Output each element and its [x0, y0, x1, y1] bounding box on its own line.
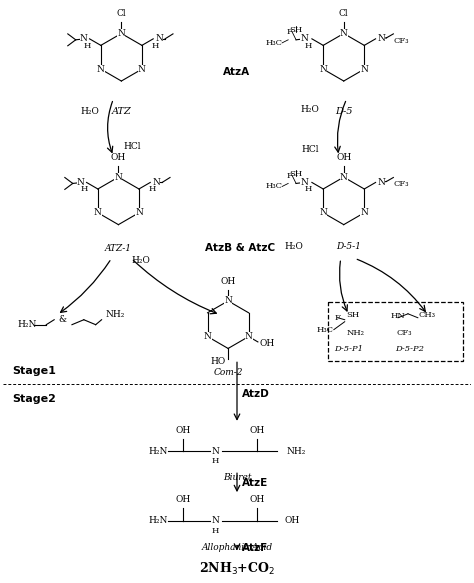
- Text: D-5-P2: D-5-P2: [395, 346, 424, 353]
- Text: F: F: [335, 314, 341, 322]
- Text: N: N: [224, 296, 232, 305]
- Text: &: &: [58, 315, 66, 324]
- Text: OH: OH: [175, 426, 190, 434]
- Text: Cl: Cl: [339, 9, 348, 17]
- Text: AtzE: AtzE: [242, 478, 268, 488]
- Text: D-5: D-5: [335, 107, 353, 116]
- Text: H₂N: H₂N: [148, 517, 168, 525]
- Text: D-5-1: D-5-1: [336, 243, 361, 251]
- Text: OH: OH: [284, 517, 300, 525]
- Text: N: N: [300, 34, 308, 43]
- Text: SH: SH: [346, 311, 360, 319]
- Text: H: H: [152, 42, 159, 50]
- Text: OH: OH: [249, 426, 264, 434]
- Text: AtzD: AtzD: [242, 389, 270, 399]
- Text: SH: SH: [290, 170, 303, 178]
- Text: N: N: [340, 173, 347, 181]
- Text: N: N: [97, 65, 105, 73]
- Text: Cl: Cl: [117, 9, 126, 17]
- Text: SH: SH: [290, 26, 303, 34]
- Text: H₂O: H₂O: [300, 106, 319, 114]
- Text: OH: OH: [175, 495, 190, 504]
- Text: N: N: [360, 65, 368, 73]
- Text: H₂N: H₂N: [148, 447, 168, 456]
- Text: CH₃: CH₃: [419, 311, 436, 319]
- Text: 2NH$_3$+CO$_2$: 2NH$_3$+CO$_2$: [199, 561, 275, 577]
- Text: H₃C: H₃C: [265, 39, 282, 47]
- Text: AtzF: AtzF: [242, 543, 268, 553]
- Text: D-5-P1: D-5-P1: [334, 346, 363, 353]
- Text: N: N: [135, 208, 143, 217]
- Text: N: N: [155, 34, 163, 43]
- Text: H: H: [81, 185, 88, 194]
- Text: N: N: [340, 29, 347, 38]
- Text: ATZ: ATZ: [111, 107, 131, 116]
- Text: H₃C: H₃C: [265, 182, 282, 191]
- Text: H₃C: H₃C: [317, 326, 334, 333]
- Text: OH: OH: [220, 277, 236, 286]
- Text: N: N: [152, 178, 160, 187]
- Text: Allophanic Acid: Allophanic Acid: [201, 543, 273, 552]
- Text: H₂O: H₂O: [285, 243, 304, 251]
- Text: HN: HN: [390, 312, 405, 319]
- Text: N: N: [378, 178, 385, 187]
- Text: Biuret: Biuret: [223, 473, 251, 482]
- Text: N: N: [319, 208, 327, 217]
- Text: NH₂: NH₂: [286, 447, 306, 456]
- Text: N: N: [80, 34, 88, 43]
- Text: OH: OH: [336, 153, 351, 162]
- Text: H: H: [211, 526, 219, 535]
- Text: CF₃: CF₃: [393, 37, 409, 45]
- Text: Stage2: Stage2: [13, 394, 56, 404]
- Text: N: N: [204, 332, 211, 341]
- Text: N: N: [211, 447, 219, 456]
- Text: N: N: [94, 208, 102, 217]
- Text: H: H: [304, 42, 311, 50]
- Text: N: N: [319, 65, 327, 73]
- Text: H₂O: H₂O: [81, 107, 100, 116]
- Text: OH: OH: [260, 339, 275, 349]
- Text: Com-2: Com-2: [213, 368, 243, 377]
- Text: N: N: [360, 208, 368, 217]
- Text: OH: OH: [111, 153, 126, 162]
- Text: NH₂: NH₂: [106, 310, 125, 319]
- Text: N: N: [211, 517, 219, 525]
- Text: F: F: [286, 171, 292, 180]
- Text: H₂O: H₂O: [131, 256, 150, 265]
- Text: H: H: [304, 185, 311, 194]
- Text: H₂N: H₂N: [18, 320, 37, 329]
- Text: N: N: [378, 34, 385, 43]
- Text: OH: OH: [249, 495, 264, 504]
- Text: HO: HO: [211, 357, 226, 366]
- Text: N: N: [118, 29, 125, 38]
- Text: H: H: [84, 42, 91, 50]
- Text: ATZ-1: ATZ-1: [105, 244, 132, 254]
- Text: AtzB & AtzC: AtzB & AtzC: [205, 244, 275, 254]
- Text: H: H: [211, 458, 219, 465]
- Text: H: H: [148, 185, 156, 194]
- Text: Stage1: Stage1: [13, 366, 56, 376]
- Text: N: N: [138, 65, 146, 73]
- Text: N: N: [114, 173, 122, 181]
- Text: CF₃: CF₃: [393, 180, 409, 188]
- Text: F: F: [286, 28, 292, 36]
- Text: HCl: HCl: [301, 145, 319, 154]
- Text: HCl: HCl: [123, 142, 141, 151]
- Text: N: N: [300, 178, 308, 187]
- Text: N: N: [245, 332, 253, 341]
- Text: CF₃: CF₃: [396, 329, 411, 336]
- Text: N: N: [77, 178, 84, 187]
- FancyBboxPatch shape: [328, 302, 463, 361]
- Text: NH₂: NH₂: [346, 329, 365, 336]
- Text: AtzA: AtzA: [223, 67, 251, 77]
